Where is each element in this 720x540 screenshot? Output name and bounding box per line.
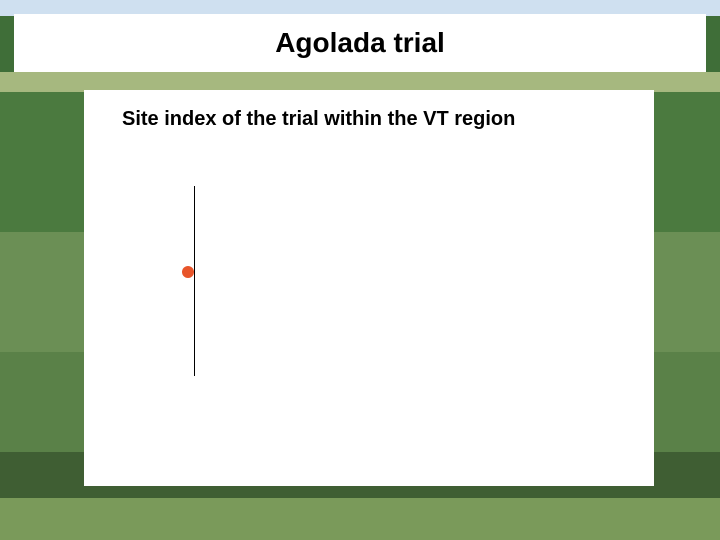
background-band (0, 72, 720, 92)
chart-axis-line (194, 186, 195, 376)
chart-data-point (182, 266, 194, 278)
subtitle: Site index of the trial within the VT re… (122, 108, 515, 131)
page-title: Agolada trial (275, 27, 445, 59)
site-index-chart (184, 186, 204, 376)
title-card: Agolada trial (14, 14, 706, 72)
background-band (0, 498, 720, 540)
content-card (84, 90, 654, 486)
